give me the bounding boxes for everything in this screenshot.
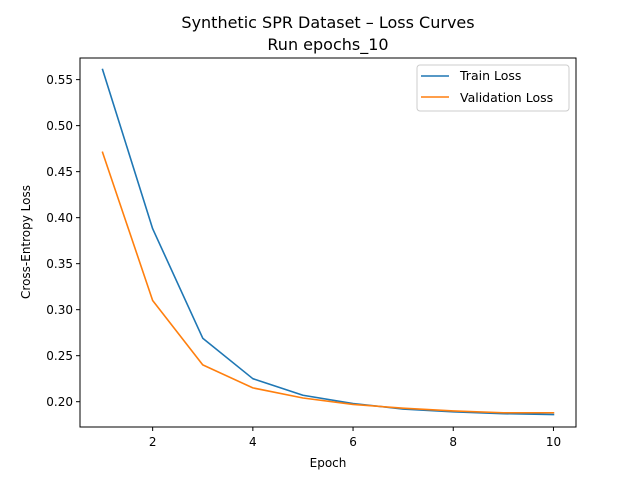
y-tick-label: 0.45	[46, 165, 73, 179]
x-tick-label: 8	[449, 435, 457, 449]
axis-ticks: 2 4 6 8 10 0.20 0.25 0.30 0.35 0.40 0.45 0.50 0.55	[46, 73, 561, 449]
y-tick-label: 0.50	[46, 119, 73, 133]
series-lines	[101, 68, 555, 416]
x-axis-label: Epoch	[310, 456, 347, 470]
legend-label-train-loss: Train Loss	[459, 68, 521, 83]
x-tick-label: 10	[546, 435, 561, 449]
series-line-train-loss	[101, 68, 555, 416]
axes-frame	[79, 57, 577, 428]
series-line-validation-loss	[101, 151, 555, 414]
y-tick-label: 0.55	[46, 73, 73, 87]
legend: Train Loss Validation Loss	[416, 64, 570, 112]
legend-label-validation-loss: Validation Loss	[460, 90, 553, 105]
y-axis-label: Cross-Entropy Loss	[19, 185, 33, 299]
chart-title: Synthetic SPR Dataset – Loss Curves	[181, 13, 474, 32]
y-tick-label: 0.30	[46, 303, 73, 317]
y-tick-label: 0.25	[46, 349, 73, 363]
x-tick-label: 4	[249, 435, 257, 449]
y-tick-label: 0.35	[46, 257, 73, 271]
y-tick-label: 0.20	[46, 395, 73, 409]
x-tick-label: 2	[149, 435, 157, 449]
y-tick-label: 0.40	[46, 211, 73, 225]
x-tick-label: 6	[349, 435, 357, 449]
legend-box	[416, 64, 570, 112]
chart-subtitle: Run epochs_10	[267, 35, 388, 55]
